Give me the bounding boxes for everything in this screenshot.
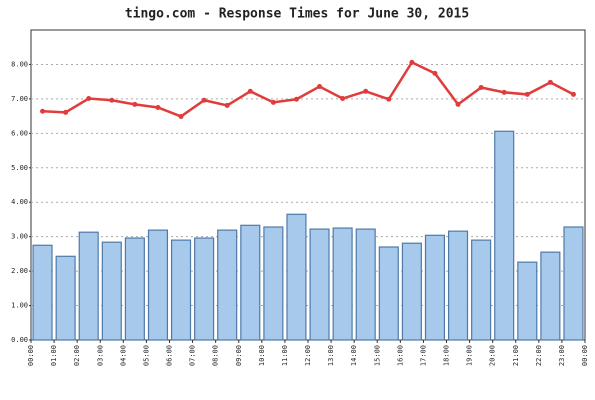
bar (194, 237, 215, 341)
x-tick-label: 16:00 (396, 345, 404, 366)
chart-title: tingo.com - Response Times for June 30, … (125, 7, 469, 22)
y-tick-label: 3.00 (11, 233, 28, 241)
y-tick-label: 8.00 (11, 60, 28, 68)
x-tick-label: 11:00 (281, 345, 289, 366)
line-marker (201, 97, 207, 103)
y-tick-label: 6.00 (11, 129, 28, 137)
x-tick-label: 09:00 (235, 345, 243, 366)
line-marker (363, 88, 369, 94)
bar (240, 224, 261, 341)
bar (55, 255, 76, 341)
x-tick-label: 05:00 (142, 345, 150, 366)
line-marker (432, 70, 438, 76)
bar (332, 227, 353, 341)
bar (309, 228, 330, 341)
line-marker (455, 101, 461, 107)
y-tick-label: 0.00 (11, 336, 28, 344)
bar (32, 244, 53, 341)
bar (563, 226, 584, 341)
x-tick-label: 21:00 (512, 345, 520, 366)
x-tick-label: 14:00 (350, 345, 358, 366)
line-marker (86, 96, 92, 102)
x-tick-label: 06:00 (166, 345, 174, 366)
x-tick-label: 00:00 (27, 345, 35, 366)
line-marker (409, 59, 415, 65)
x-tick-label: 00:00 (581, 345, 589, 366)
bar (424, 234, 446, 341)
y-tick-label: 1.00 (11, 302, 28, 310)
x-tick-label: 12:00 (304, 345, 312, 366)
line-marker (270, 99, 276, 105)
line-marker (63, 109, 69, 115)
bar (170, 239, 192, 341)
x-tick-label: 19:00 (466, 345, 474, 366)
bar (494, 130, 515, 341)
x-tick-label: 17:00 (419, 345, 427, 366)
line-marker (317, 83, 323, 89)
bar (540, 251, 561, 341)
bar (447, 230, 469, 341)
y-tick-label: 7.00 (11, 95, 28, 103)
line-marker (478, 85, 484, 91)
line-marker (524, 91, 530, 97)
bar (286, 213, 307, 341)
bar (471, 239, 492, 341)
plot-area (30, 29, 586, 341)
x-tick-label: 20:00 (489, 345, 497, 366)
bar (124, 237, 145, 341)
x-tick-label: 22:00 (535, 345, 543, 366)
bar (101, 241, 122, 341)
line-marker (547, 79, 553, 85)
x-tick-label: 10:00 (258, 345, 266, 366)
line (42, 60, 575, 118)
x-tick-label: 04:00 (119, 345, 127, 366)
x-tick-label: 13:00 (327, 345, 335, 366)
bar (217, 229, 238, 341)
line-marker (501, 89, 507, 95)
line-marker (40, 108, 46, 114)
bar (263, 226, 284, 341)
y-tick-label: 2.00 (11, 267, 28, 275)
y-tick-label: 5.00 (11, 164, 28, 172)
bar (378, 246, 399, 341)
line-marker (155, 105, 161, 110)
bar (517, 261, 538, 341)
bar (355, 228, 376, 341)
line-marker (293, 96, 299, 102)
bar (78, 231, 99, 341)
line-marker (247, 88, 253, 94)
bar (401, 242, 422, 341)
bar (147, 229, 169, 341)
line-marker (386, 96, 392, 102)
line-marker (570, 91, 576, 97)
x-tick-label: 15:00 (373, 345, 381, 366)
line-marker (340, 96, 346, 102)
x-tick-label: 03:00 (96, 345, 104, 366)
line-marker (178, 113, 184, 119)
x-tick-label: 23:00 (558, 345, 566, 366)
x-tick-label: 18:00 (443, 345, 451, 366)
line-marker (224, 102, 230, 108)
line-marker (132, 101, 138, 107)
line-marker (109, 97, 115, 103)
x-tick-label: 02:00 (73, 345, 81, 366)
y-tick-label: 4.00 (11, 198, 28, 206)
x-tick-label: 07:00 (189, 345, 197, 366)
x-tick-label: 01:00 (50, 345, 58, 366)
x-tick-label: 08:00 (212, 345, 220, 366)
